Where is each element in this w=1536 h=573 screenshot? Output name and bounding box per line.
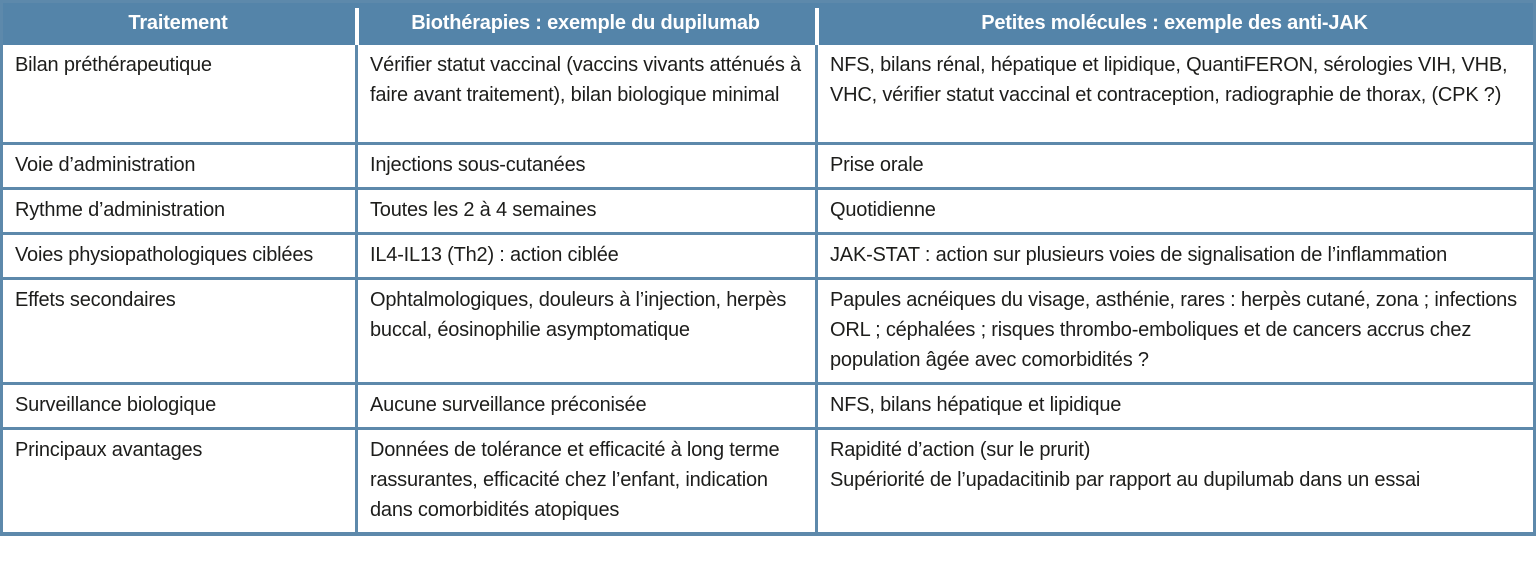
table-row-rythme-administration: Rythme d’administration Toutes les 2 à 4… [3, 187, 1533, 232]
table-row-principaux-avantages: Principaux avantages Données de toléranc… [3, 427, 1533, 532]
antijak-cell: Quotidienne [815, 190, 1533, 232]
row-label-cell: Voies physiopathologiques ciblées [15, 244, 314, 266]
header-petites-molecules: Petites molécules : exemple des anti-JAK [814, 3, 1533, 45]
row-label-cell: Rythme d’administration [15, 199, 225, 221]
table-row-effets-secondaires: Effets secondaires Ophtalmologiques, dou… [3, 277, 1533, 382]
biotherapy-cell: Aucune surveillance préconisée [355, 385, 815, 427]
table-row-bilan-pretherapeutique: Bilan préthérapeutique Vérifier statut v… [3, 45, 1533, 142]
row-label-cell: Voie d’administration [15, 154, 196, 176]
table-row-voie-administration: Voie d’administration Injections sous-cu… [3, 142, 1533, 187]
table-row-voies-physiopathologiques: Voies physiopathologiques ciblées IL4-IL… [3, 232, 1533, 277]
biotherapy-cell: Vérifier statut vaccinal (vaccins vivant… [355, 45, 815, 142]
antijak-cell: NFS, bilans hépatique et lipidique [815, 385, 1533, 427]
antijak-cell: NFS, bilans rénal, hépatique et lipidiqu… [815, 45, 1533, 142]
row-label-cell: Effets secondaires [15, 289, 176, 311]
treatment-comparison-table: Traitement Biothérapies : exemple du dup… [0, 0, 1536, 536]
biotherapy-cell: IL4-IL13 (Th2) : action ciblée [355, 235, 815, 277]
biotherapy-cell: Injections sous-cutanées [355, 145, 815, 187]
antijak-cell: Papules acnéiques du visage, asthénie, r… [815, 280, 1533, 382]
table-row-surveillance-biologique: Surveillance biologique Aucune surveilla… [3, 382, 1533, 427]
antijak-cell: Rapidité d’action (sur le prurit) Supéri… [815, 430, 1533, 532]
row-label-cell: Principaux avantages [15, 439, 203, 461]
antijak-cell: Prise orale [815, 145, 1533, 187]
header-biotherapies: Biothérapies : exemple du dupilumab [354, 3, 815, 45]
row-label-cell: Bilan préthérapeutique [15, 54, 212, 76]
biotherapy-cell: Toutes les 2 à 4 semaines [355, 190, 815, 232]
biotherapy-cell: Données de tolérance et efficacité à lon… [355, 430, 815, 532]
header-traitement: Traitement [128, 12, 228, 34]
table-header-row: Traitement Biothérapies : exemple du dup… [3, 3, 1533, 45]
biotherapy-cell: Ophtalmologiques, douleurs à l’injection… [355, 280, 815, 382]
antijak-cell: JAK-STAT : action sur plusieurs voies de… [815, 235, 1533, 277]
row-label-cell: Surveillance biologique [15, 394, 217, 416]
